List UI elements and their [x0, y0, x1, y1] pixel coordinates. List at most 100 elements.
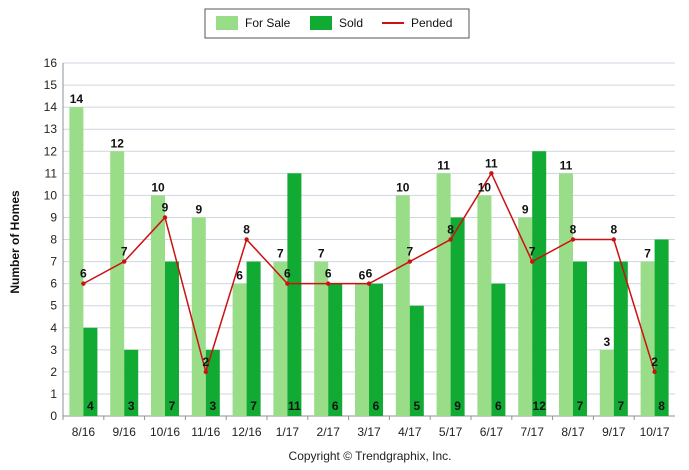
data-labels: 1441231079367711766610511910691211737786… — [70, 92, 666, 413]
pended-data-label: 7 — [121, 245, 128, 259]
for-sale-bar — [191, 217, 206, 416]
pended-point — [652, 369, 657, 375]
pended-line — [81, 171, 657, 375]
for-sale-bar — [110, 151, 125, 416]
sold-bar — [613, 261, 628, 416]
y-tick-label: 16 — [44, 56, 58, 70]
pended-point — [81, 281, 86, 286]
pended-data-label: 8 — [570, 223, 577, 237]
legend-swatch — [310, 16, 332, 30]
x-tick-label: 2/17 — [317, 425, 341, 439]
for-sale-bar — [640, 261, 655, 416]
pended-point — [448, 237, 453, 242]
pended-point — [326, 281, 331, 286]
y-tick-label: 11 — [45, 166, 58, 180]
y-tick-label: 0 — [50, 409, 57, 423]
legend-label: Pended — [411, 16, 452, 30]
bars — [69, 107, 669, 416]
y-tick-label: 8 — [50, 233, 57, 247]
sold-data-label: 3 — [209, 399, 216, 413]
x-axis-ticks: 8/16 9/16 10/16 11/16 12/16 1/17 2/17 3/17 4/17 5… — [62, 416, 670, 439]
sold-bar — [328, 283, 343, 416]
for-sale-data-label: 9 — [195, 202, 202, 216]
x-tick-label: 3/17 — [357, 425, 381, 439]
for-sale-data-label: 10 — [396, 180, 410, 194]
sold-data-label: 12 — [533, 399, 547, 413]
sold-bar — [165, 261, 179, 416]
for-sale-data-label: 7 — [644, 247, 651, 261]
x-tick-label: 1/17 — [276, 425, 300, 439]
pended-point — [162, 215, 168, 220]
pended-data-label: 6 — [80, 267, 87, 281]
x-tick-label: 5/17 — [439, 425, 463, 439]
pended-data-label: 7 — [406, 245, 413, 259]
sold-data-label: 5 — [413, 399, 420, 413]
pended-point — [530, 259, 535, 264]
for-sale-data-label: 14 — [70, 92, 84, 106]
y-tick-label: 3 — [50, 343, 57, 357]
pended-point — [407, 259, 412, 264]
y-tick-label: 1 — [50, 387, 57, 401]
sold-bar — [205, 349, 220, 416]
pended-data-label: 2 — [651, 355, 658, 369]
sold-data-label: 7 — [250, 399, 257, 413]
y-tick-label: 5 — [50, 299, 57, 313]
sold-bar — [83, 327, 98, 416]
pended-data-label: 9 — [162, 200, 169, 214]
pended-point — [285, 281, 290, 286]
for-sale-bar — [273, 261, 288, 416]
for-sale-bar — [518, 217, 533, 416]
for-sale-data-label: 9 — [522, 202, 529, 216]
for-sale-bar — [232, 283, 247, 416]
pended-data-label: 2 — [202, 355, 209, 369]
for-sale-bar — [395, 195, 410, 416]
y-tick-label: 15 — [44, 78, 58, 92]
sold-data-label: 11 — [288, 399, 301, 413]
y-tick-label: 9 — [50, 210, 57, 224]
pended-data-label: 6 — [366, 267, 373, 281]
for-sale-bar — [599, 349, 614, 416]
for-sale-bar — [314, 261, 329, 416]
sold-data-label: 7 — [577, 399, 584, 413]
for-sale-data-label: 7 — [318, 247, 325, 261]
sold-bar — [654, 239, 669, 416]
pended-point — [570, 237, 576, 242]
for-sale-data-label: 10 — [478, 180, 492, 194]
x-tick-label: 8/16 — [72, 425, 96, 439]
pended-point — [611, 237, 616, 242]
legend: For Sale Sold Pended — [204, 8, 470, 39]
legend-label: Sold — [339, 16, 363, 30]
for-sale-data-label: 6 — [236, 269, 243, 283]
sold-bar — [287, 173, 302, 416]
sold-data-label: 7 — [169, 399, 176, 413]
x-tick-label: 9/17 — [602, 425, 626, 439]
y-tick-label: 10 — [44, 188, 58, 202]
pended-data-label: 8 — [447, 223, 454, 237]
for-sale-bar — [151, 195, 165, 416]
x-tick-label: 7/17 — [521, 425, 545, 439]
for-sale-bar — [436, 173, 451, 416]
sold-bar — [573, 261, 587, 416]
sold-data-label: 6 — [495, 399, 502, 413]
pended-data-label: 8 — [610, 223, 617, 237]
sold-bar — [532, 151, 547, 416]
for-sale-data-label: 6 — [359, 269, 366, 283]
sold-data-label: 3 — [128, 399, 135, 413]
y-tick-label: 14 — [44, 100, 58, 114]
for-sale-data-label: 12 — [111, 136, 125, 150]
sold-bar — [124, 349, 139, 416]
for-sale-bar — [355, 283, 369, 416]
sold-data-label: 6 — [373, 399, 380, 413]
for-sale-data-label: 10 — [151, 180, 165, 194]
x-tick-label: 10/17 — [640, 425, 670, 439]
for-sale-bar — [69, 107, 84, 416]
sold-bar — [491, 283, 506, 416]
y-axis-title: Number of Homes — [8, 190, 22, 294]
for-sale-bar — [559, 173, 573, 416]
x-tick-label: 12/16 — [232, 425, 262, 439]
pended-point — [244, 237, 249, 242]
pended-data-label: 11 — [485, 156, 498, 170]
pended-point — [489, 171, 494, 176]
